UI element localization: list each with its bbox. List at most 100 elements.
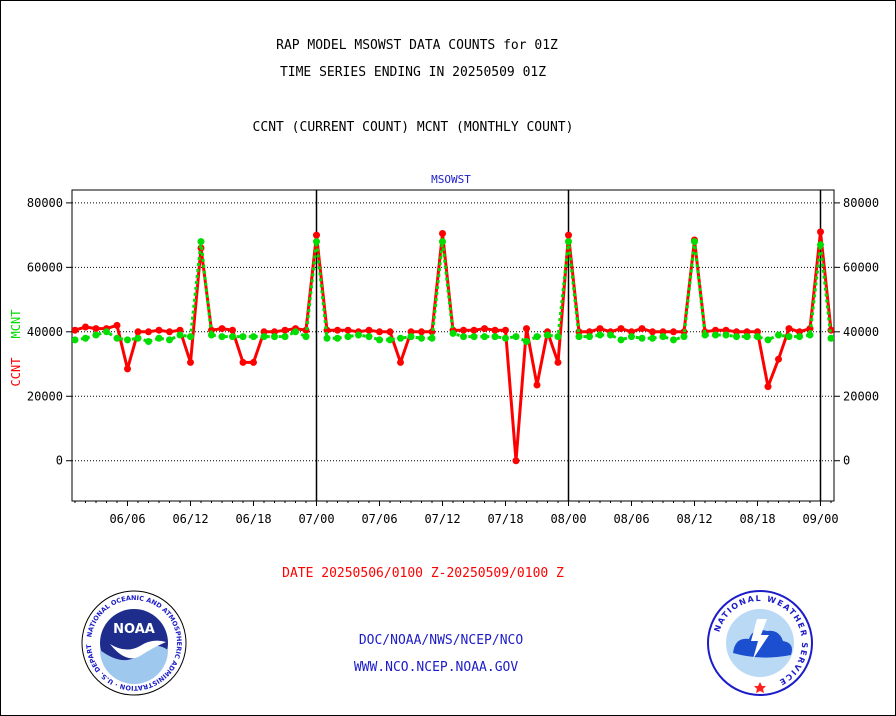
mcnt-point — [544, 331, 551, 339]
ccnt-point — [271, 328, 278, 336]
ccnt-point — [491, 326, 499, 334]
ccnt-point — [386, 328, 394, 336]
x-tick-label: 06/06 — [109, 512, 145, 526]
ccnt-point — [554, 358, 562, 366]
x-tick-label: 08/18 — [739, 512, 775, 526]
ccnt-point — [817, 228, 824, 236]
x-tick-label: 09/00 — [802, 512, 838, 526]
mcnt-point — [334, 334, 341, 342]
noaa-logo[interactable]: NATIONAL OCEANIC AND ATMOSPHERIC ADMINIS… — [74, 588, 194, 698]
mcnt-point — [428, 334, 436, 342]
y-tick-label-left: 0 — [56, 454, 63, 468]
chart-title-line1: RAP MODEL MSOWST DATA COUNTS for 01Z — [276, 38, 558, 53]
mcnt-point — [722, 331, 730, 339]
website-link[interactable]: WWW.NCO.NCEP.NOAA.GOV — [353, 660, 519, 675]
series-group — [72, 228, 834, 465]
mcnt-point — [439, 238, 446, 246]
ccnt-point — [638, 325, 646, 333]
mcnt-point — [92, 331, 100, 339]
mcnt-point — [376, 336, 383, 344]
y-axis-label-mcnt: MCNT — [9, 310, 23, 339]
x-tick-label: 08/12 — [676, 512, 712, 526]
ccnt-point — [281, 326, 289, 334]
ccnt-series-line — [74, 230, 833, 463]
mcnt-point — [323, 334, 331, 342]
mcnt-point — [113, 334, 121, 342]
nws-logo[interactable]: NATIONAL WEATHER SERVICE — [705, 589, 815, 699]
ccnt-point — [586, 328, 593, 336]
x-tick-label: 08/00 — [550, 512, 586, 526]
ccnt-point — [229, 326, 236, 334]
ccnt-point — [722, 326, 730, 334]
mcnt-point — [260, 333, 268, 341]
mcnt-point — [575, 333, 583, 341]
mcnt-point — [418, 334, 425, 342]
mcnt-point — [775, 331, 782, 339]
mcnt-point — [302, 333, 310, 341]
mcnt-point — [680, 333, 688, 341]
ccnt-point — [460, 326, 467, 334]
ccnt-point — [502, 326, 509, 334]
ccnt-point — [754, 328, 761, 336]
ccnt-point — [470, 326, 478, 334]
ccnt-point — [533, 381, 541, 389]
mcnt-point — [470, 333, 478, 341]
mcnt-point — [491, 333, 499, 341]
mcnt-point — [239, 333, 247, 341]
mcnt-point — [208, 331, 215, 339]
ccnt-point — [218, 325, 226, 333]
mcnt-point — [523, 337, 530, 345]
ccnt-point — [145, 328, 152, 336]
mcnt-point — [712, 331, 719, 339]
mcnt-point — [701, 331, 709, 339]
plot-title: MSOWST — [431, 173, 471, 186]
ccnt-point — [155, 326, 163, 334]
ccnt-point — [565, 231, 572, 239]
y-tick-label-right: 0 — [843, 454, 850, 468]
ccnt-point — [743, 328, 751, 336]
x-tick-label: 07/06 — [361, 512, 397, 526]
mcnt-point — [103, 328, 110, 336]
mcnt-point — [817, 241, 824, 249]
ccnt-point — [176, 326, 184, 334]
ccnt-point — [166, 328, 173, 336]
ccnt-point — [418, 328, 425, 336]
x-tick-label: 08/06 — [613, 512, 649, 526]
mcnt-point — [512, 333, 520, 341]
mcnt-point — [806, 331, 814, 339]
ccnt-point — [113, 321, 121, 329]
mcnt-point — [743, 333, 751, 341]
ccnt-point — [628, 328, 635, 336]
mcnt-point — [628, 333, 635, 341]
x-tick-label: 06/12 — [172, 512, 208, 526]
mcnt-point — [82, 334, 89, 342]
mcnt-point — [449, 329, 457, 337]
ccnt-point — [134, 328, 142, 336]
mcnt-point — [754, 333, 761, 341]
org-path-label[interactable]: DOC/NOAA/NWS/NCEP/NCO — [358, 633, 524, 648]
mcnt-point — [502, 334, 509, 342]
mcnt-point — [145, 337, 152, 345]
ccnt-point — [481, 325, 488, 333]
ccnt-point — [239, 358, 247, 366]
y-tick-label-left: 40000 — [27, 325, 63, 339]
ccnt-point — [187, 358, 194, 366]
ccnt-point — [344, 326, 352, 334]
y-tick-label-right: 60000 — [843, 260, 879, 274]
ccnt-point — [365, 326, 373, 334]
ccnt-point — [397, 358, 404, 366]
mcnt-point — [554, 333, 562, 341]
ccnt-point — [712, 326, 719, 334]
chart-title-line2: TIME SERIES ENDING IN 20250509 01Z — [279, 65, 547, 80]
ccnt-point — [72, 326, 79, 334]
ccnt-point — [407, 328, 415, 336]
mcnt-series-line — [74, 241, 833, 344]
mcnt-point — [281, 333, 289, 341]
ccnt-point — [649, 328, 656, 336]
y-tick-label-right: 40000 — [843, 325, 879, 339]
mcnt-point — [796, 333, 803, 341]
mcnt-point — [596, 331, 604, 339]
mcnt-point — [407, 333, 415, 341]
mcnt-point — [197, 238, 205, 246]
